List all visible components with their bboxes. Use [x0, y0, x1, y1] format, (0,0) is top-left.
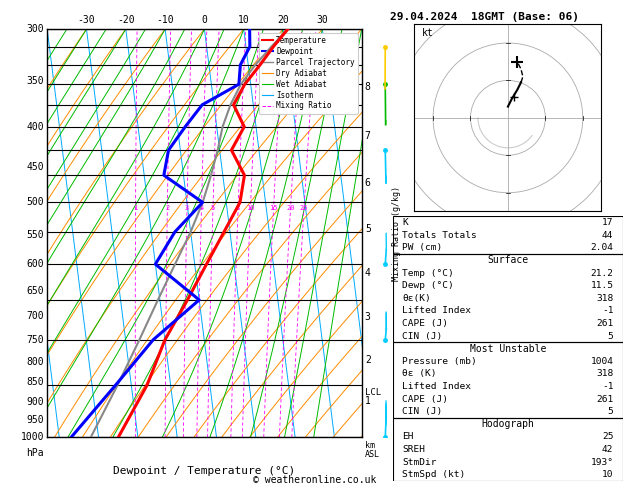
Text: 850: 850 [26, 377, 44, 387]
Text: 5: 5 [211, 205, 215, 211]
Text: 10: 10 [238, 15, 250, 25]
Text: 11.5: 11.5 [591, 281, 613, 290]
Text: -30: -30 [77, 15, 96, 25]
Text: hPa: hPa [26, 448, 44, 458]
Text: 10: 10 [246, 205, 255, 211]
Text: 600: 600 [26, 259, 44, 269]
Text: 300: 300 [26, 24, 44, 34]
Text: 44: 44 [602, 231, 613, 240]
Text: 5: 5 [365, 224, 370, 234]
Bar [393, 254, 623, 343]
Text: 550: 550 [26, 230, 44, 240]
Text: 29.04.2024  18GMT (Base: 06): 29.04.2024 18GMT (Base: 06) [390, 12, 579, 22]
Text: SREH: SREH [403, 445, 425, 454]
Text: 1004: 1004 [591, 357, 613, 366]
Text: EH: EH [403, 433, 414, 441]
Text: 261: 261 [596, 395, 613, 404]
Text: 2: 2 [165, 205, 169, 211]
Text: Dewpoint / Temperature (°C): Dewpoint / Temperature (°C) [113, 466, 296, 476]
Text: 21.2: 21.2 [591, 269, 613, 278]
Text: 2: 2 [365, 355, 370, 364]
Text: 42: 42 [602, 445, 613, 454]
Text: 20: 20 [286, 205, 295, 211]
Text: Surface: Surface [487, 256, 528, 265]
Text: kt: kt [422, 28, 433, 37]
Text: StmDir: StmDir [403, 458, 437, 467]
Text: -10: -10 [156, 15, 174, 25]
Text: 17: 17 [602, 218, 613, 227]
Text: 30: 30 [316, 15, 328, 25]
Text: 10: 10 [602, 470, 613, 479]
Text: 400: 400 [26, 122, 44, 132]
Text: LCL: LCL [365, 388, 381, 397]
Text: Lifted Index: Lifted Index [403, 306, 471, 315]
Text: 4: 4 [199, 205, 204, 211]
Text: 5: 5 [608, 331, 613, 341]
Text: 350: 350 [26, 76, 44, 87]
Text: 6: 6 [365, 178, 370, 188]
Text: 25: 25 [300, 205, 308, 211]
Text: 2.04: 2.04 [591, 243, 613, 252]
Bar [393, 343, 623, 418]
Text: 1000: 1000 [21, 433, 44, 442]
Text: 0: 0 [201, 15, 208, 25]
Text: 3: 3 [365, 312, 370, 322]
Text: 650: 650 [26, 286, 44, 296]
Text: 25: 25 [602, 433, 613, 441]
Text: 8: 8 [365, 82, 370, 92]
Text: 750: 750 [26, 335, 44, 345]
Text: Mixing Ratio (g/kg): Mixing Ratio (g/kg) [392, 186, 401, 281]
Text: 5: 5 [608, 407, 613, 417]
Text: CAPE (J): CAPE (J) [403, 319, 448, 328]
Text: © weatheronline.co.uk: © weatheronline.co.uk [253, 475, 376, 485]
Text: PW (cm): PW (cm) [403, 243, 443, 252]
Text: 318: 318 [596, 294, 613, 303]
Text: Pressure (mb): Pressure (mb) [403, 357, 477, 366]
Text: -20: -20 [117, 15, 135, 25]
Text: Totals Totals: Totals Totals [403, 231, 477, 240]
Text: θε (K): θε (K) [403, 369, 437, 379]
Text: 700: 700 [26, 312, 44, 321]
Text: 500: 500 [26, 197, 44, 208]
Text: 318: 318 [596, 369, 613, 379]
Text: 800: 800 [26, 357, 44, 367]
Text: 3: 3 [185, 205, 189, 211]
Text: StmSpd (kt): StmSpd (kt) [403, 470, 465, 479]
Text: -1: -1 [602, 382, 613, 391]
Bar [393, 216, 623, 254]
Text: 4: 4 [365, 268, 370, 278]
Bar [393, 418, 623, 481]
Text: 45°26'N  9°17'E  132m ASL: 45°26'N 9°17'E 132m ASL [115, 0, 294, 2]
Text: 1: 1 [365, 396, 370, 406]
Text: Lifted Index: Lifted Index [403, 382, 471, 391]
Text: CAPE (J): CAPE (J) [403, 395, 448, 404]
Text: 1: 1 [133, 205, 138, 211]
Text: Temp (°C): Temp (°C) [403, 269, 454, 278]
Text: 193°: 193° [591, 458, 613, 467]
Text: θε(K): θε(K) [403, 294, 431, 303]
Text: 15: 15 [269, 205, 278, 211]
Legend: Temperature, Dewpoint, Parcel Trajectory, Dry Adiabat, Wet Adiabat, Isotherm, Mi: Temperature, Dewpoint, Parcel Trajectory… [259, 33, 358, 114]
Text: -1: -1 [602, 306, 613, 315]
Text: CIN (J): CIN (J) [403, 331, 443, 341]
Text: km
ASL: km ASL [365, 441, 380, 459]
Text: K: K [403, 218, 408, 227]
Text: 20: 20 [277, 15, 289, 25]
Text: 450: 450 [26, 162, 44, 172]
Text: Dewp (°C): Dewp (°C) [403, 281, 454, 290]
Text: Most Unstable: Most Unstable [470, 344, 546, 354]
Text: 900: 900 [26, 397, 44, 407]
Text: CIN (J): CIN (J) [403, 407, 443, 417]
Text: 8: 8 [236, 205, 240, 211]
Text: 7: 7 [365, 131, 370, 140]
Text: 261: 261 [596, 319, 613, 328]
Text: 950: 950 [26, 415, 44, 425]
Text: Hodograph: Hodograph [481, 419, 535, 430]
